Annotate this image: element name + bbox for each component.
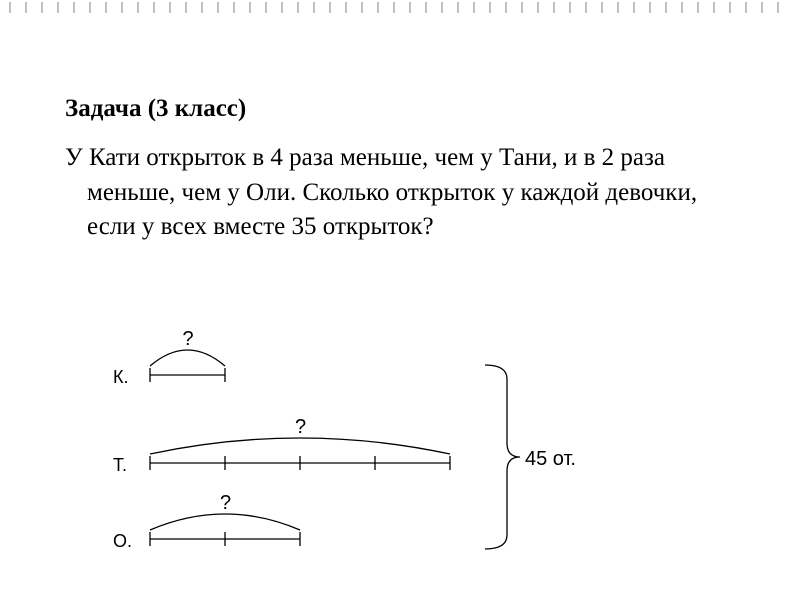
segment-label: Т. xyxy=(113,455,127,476)
segment-label: О. xyxy=(113,531,132,552)
problem-body: У Кати открыток в 4 раза меньше, чем у Т… xyxy=(65,141,705,245)
problem-title: Задача (3 класс) xyxy=(65,95,705,123)
segment-label: К. xyxy=(113,367,129,388)
question-mark: ? xyxy=(220,492,231,515)
segment-diagram: К.? Т.? О.? 45 от. xyxy=(115,330,715,580)
question-mark: ? xyxy=(183,328,194,351)
question-mark: ? xyxy=(295,416,306,439)
problem-block: Задача (3 класс) У Кати открыток в 4 раз… xyxy=(65,95,705,245)
ruler xyxy=(0,0,800,18)
total-label: 45 от. xyxy=(525,448,576,471)
